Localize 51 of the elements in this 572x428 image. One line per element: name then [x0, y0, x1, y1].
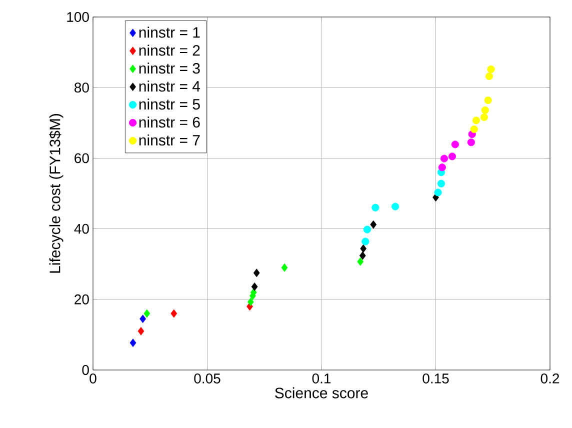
legend-label: ninstr = 4 — [139, 80, 200, 92]
x-tick-label: 0.2 — [540, 374, 560, 384]
point — [138, 326, 144, 336]
y-tick-label: 0 — [82, 365, 89, 375]
legend-label: ninstr = 5 — [139, 98, 200, 110]
point — [467, 138, 475, 146]
point — [472, 116, 480, 124]
point — [360, 244, 367, 253]
point — [140, 314, 146, 324]
legend-label: ninstr = 3 — [139, 62, 200, 74]
point — [363, 226, 372, 234]
point — [144, 309, 150, 318]
point — [487, 65, 495, 74]
point — [448, 152, 456, 160]
legend-label: ninstr = 7 — [139, 134, 200, 146]
x-tick-label: 0.05 — [194, 374, 220, 384]
point — [253, 268, 260, 278]
x-tick-label: 0.1 — [312, 374, 331, 384]
point — [484, 96, 492, 104]
point — [392, 202, 400, 210]
point — [451, 140, 459, 148]
point — [437, 180, 446, 188]
point — [480, 113, 488, 122]
legend-label: ninstr = 2 — [139, 44, 200, 56]
point — [470, 125, 478, 134]
point — [485, 72, 494, 80]
y-tick-label: 40 — [74, 224, 89, 234]
y-tick-label: 20 — [74, 294, 89, 304]
point — [357, 257, 364, 266]
point — [438, 164, 446, 172]
x-tick-label: 0 — [90, 374, 96, 384]
point — [170, 309, 178, 318]
legend-label: ninstr = 6 — [139, 116, 200, 128]
y-tick-label: 100 — [67, 12, 89, 22]
point — [281, 263, 288, 272]
legend-label: ninstr = 1 — [139, 26, 200, 38]
point — [359, 251, 366, 260]
point — [247, 298, 254, 306]
point — [362, 238, 370, 246]
x-tick-label: 0.15 — [422, 374, 449, 384]
point — [251, 282, 258, 291]
point — [372, 204, 380, 212]
x-axis-title: Science score — [275, 387, 368, 398]
point — [434, 188, 442, 196]
y-tick-label: 60 — [74, 153, 89, 164]
point — [481, 106, 489, 114]
y-tick-label: 80 — [74, 82, 89, 93]
y-axis-title: Lifecycle cost (FY13$M) — [49, 114, 64, 273]
point — [130, 338, 136, 348]
point — [440, 154, 448, 162]
point — [370, 220, 377, 229]
